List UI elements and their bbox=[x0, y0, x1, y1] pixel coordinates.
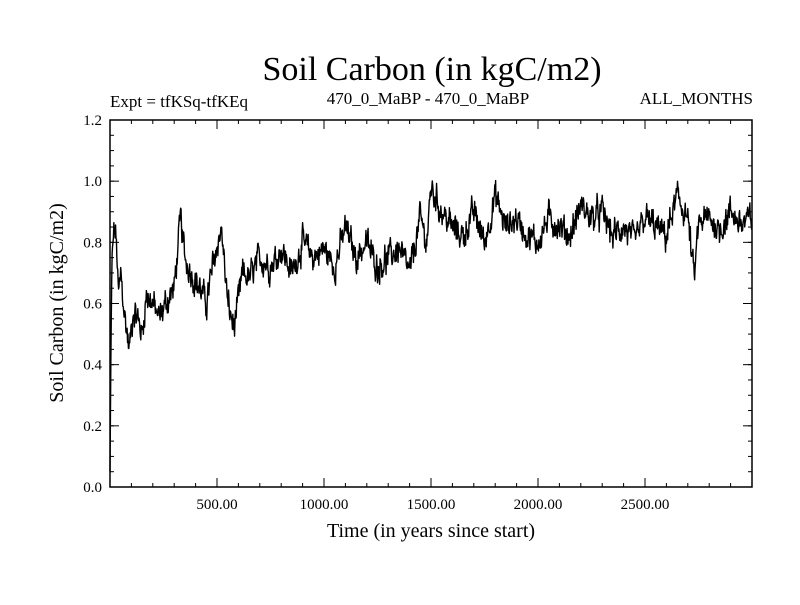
y-tick-label: 0.8 bbox=[83, 235, 102, 251]
x-tick-label: 1500.00 bbox=[407, 497, 456, 513]
x-tick-label: 500.00 bbox=[196, 497, 237, 513]
tick-labels-layer: 0.0 0.2 0.4 0.6 0.8 1.0 1.2 500.00 1000.00 1500.0… bbox=[83, 113, 669, 513]
y-tick-label: 0.2 bbox=[83, 419, 102, 435]
subtitle-months: ALL_MONTHS bbox=[640, 89, 753, 108]
y-tick-label: 1.2 bbox=[83, 113, 102, 129]
y-tick-label: 0.6 bbox=[83, 297, 102, 313]
chart-title: Soil Carbon (in kgC/m2) bbox=[262, 51, 601, 88]
x-tick-label: 1000.00 bbox=[300, 497, 349, 513]
x-tick-label: 2000.00 bbox=[514, 497, 563, 513]
x-tick-label: 2500.00 bbox=[621, 497, 670, 513]
subtitle-period: 470_0_MaBP - 470_0_MaBP bbox=[327, 89, 529, 108]
plot-frame bbox=[109, 119, 753, 488]
series-line bbox=[109, 179, 753, 472]
y-tick-label: 0.4 bbox=[83, 358, 102, 374]
ticks-layer bbox=[110, 119, 752, 488]
x-axis-label: Time (in years since start) bbox=[327, 520, 535, 542]
subtitle-experiment: Expt = tfKSq-tfKEq bbox=[110, 92, 249, 111]
y-tick-label: 1.0 bbox=[83, 174, 102, 190]
y-axis-label: Soil Carbon (in kgC/m2) bbox=[46, 203, 68, 402]
y-tick-label: 0.0 bbox=[83, 480, 102, 496]
series-layer bbox=[109, 179, 753, 472]
